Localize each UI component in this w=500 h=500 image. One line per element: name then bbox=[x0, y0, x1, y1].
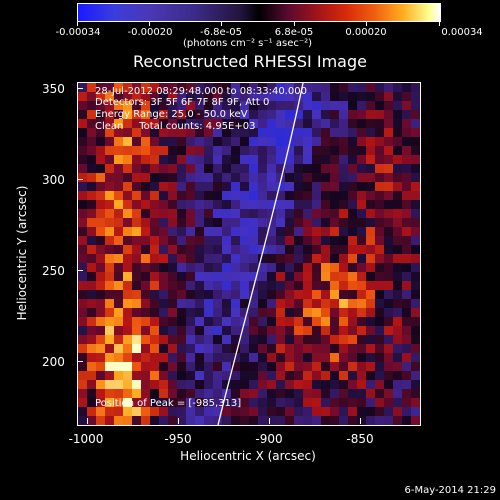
y-tick-label: 250 bbox=[42, 264, 65, 278]
peak-position-text: Position of Peak = [-985,313] bbox=[95, 398, 242, 409]
colorbar-label: 6.8e-05 bbox=[274, 27, 314, 38]
x-tick bbox=[269, 418, 270, 424]
colorbar-tick bbox=[149, 21, 150, 26]
colorbar-label: -0.00020 bbox=[127, 27, 173, 38]
y-tick-label: 300 bbox=[42, 173, 65, 187]
detectors-text: Detectors: 3F 5F 6F 7F 8F 9F, Att 0 bbox=[95, 97, 270, 108]
y-tick bbox=[77, 88, 83, 89]
y-tick bbox=[77, 270, 83, 271]
x-tick-label: -950 bbox=[164, 432, 192, 446]
x-tick-label: -900 bbox=[255, 432, 283, 446]
time-range-text: 28-Jul-2012 08:29:48.000 to 08:33:40.000 bbox=[95, 86, 307, 97]
colorbar-units: (photons cm⁻² s⁻¹ asec⁻²) bbox=[183, 38, 313, 49]
timestamp: 6-May-2014 21:29 bbox=[404, 485, 496, 496]
heatmap-image bbox=[78, 83, 420, 425]
y-axis-label: Heliocentric Y (arcsec) bbox=[15, 185, 29, 321]
solar-limb-line bbox=[217, 83, 304, 425]
colorbar-tick bbox=[439, 21, 440, 26]
x-axis-label: Heliocentric X (arcsec) bbox=[180, 449, 316, 463]
energy-range-text: Energy Range: 25.0 - 50.0 keV bbox=[95, 109, 248, 120]
colorbar-tick bbox=[77, 21, 78, 26]
y-tick-label: 200 bbox=[42, 355, 65, 369]
colorbar-tick bbox=[366, 21, 367, 26]
y-tick bbox=[77, 179, 83, 180]
x-tick-label: -850 bbox=[346, 432, 374, 446]
clean-counts-text: Clean Total counts: 4.95E+03 bbox=[95, 121, 256, 132]
colorbar-label: 0.00034 bbox=[441, 27, 483, 38]
colorbar-tick bbox=[294, 21, 295, 26]
x-tick bbox=[178, 418, 179, 424]
x-tick bbox=[87, 418, 88, 424]
colorbar bbox=[77, 3, 441, 22]
x-tick-label: -1000 bbox=[68, 432, 104, 446]
colorbar-label: -6.8e-05 bbox=[200, 27, 242, 38]
colorbar-tick bbox=[221, 21, 222, 26]
colorbar-label: -0.00034 bbox=[55, 27, 101, 38]
y-tick-label: 350 bbox=[42, 82, 65, 96]
rhessi-image bbox=[77, 82, 421, 426]
x-tick bbox=[360, 418, 361, 424]
colorbar-label: 0.00020 bbox=[345, 27, 387, 38]
plot-title: Reconstructed RHESSI Image bbox=[133, 52, 367, 71]
y-tick bbox=[77, 361, 83, 362]
